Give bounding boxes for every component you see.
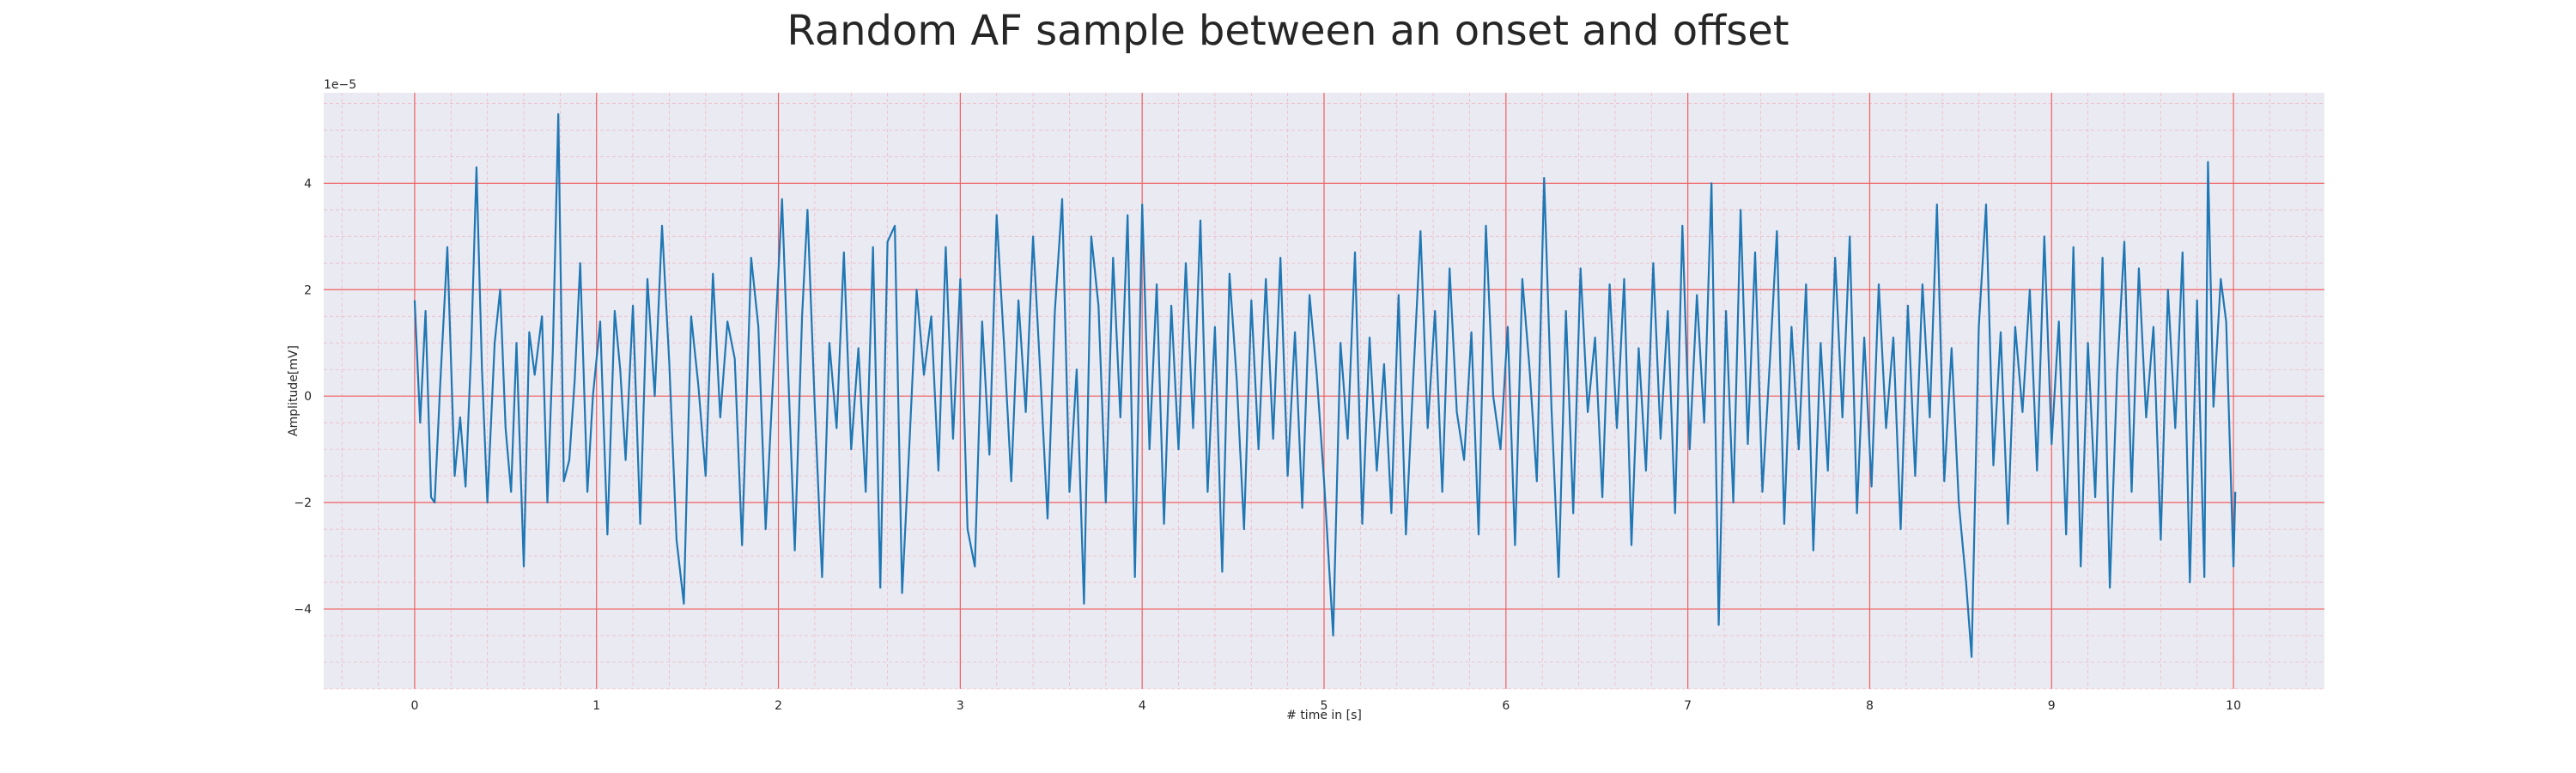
x-tick-label: 8	[1866, 699, 1874, 713]
chart-title: Random AF sample between an onset and of…	[787, 7, 1789, 55]
x-axis-label: # time in [s]	[1286, 709, 1362, 722]
x-tick-labels: 0 1 2 3 4 5 6 7 8 9 10	[410, 699, 2241, 713]
x-tick-label: 1	[592, 699, 600, 713]
y-tick-label: −4	[294, 603, 312, 617]
y-tick-label: 2	[304, 283, 312, 297]
x-tick-label: 10	[2226, 699, 2241, 713]
x-tick-label: 9	[2048, 699, 2056, 713]
x-tick-label: 2	[775, 699, 782, 713]
series-layer	[413, 113, 2237, 658]
signal-line	[413, 113, 2237, 658]
y-tick-label: 0	[304, 390, 312, 404]
y-tick-label: −2	[294, 496, 312, 510]
x-tick-label: 3	[957, 699, 964, 713]
y-tick-label: 4	[304, 177, 312, 191]
y-axis-label: Amplitude[mV]	[287, 345, 301, 436]
major-grid	[324, 93, 2324, 689]
y-offset-text: 1e−5	[324, 78, 356, 92]
x-tick-label: 6	[1502, 699, 1510, 713]
x-tick-label: 5	[1321, 699, 1328, 713]
x-tick-label: 0	[410, 699, 418, 713]
x-tick-label: 7	[1684, 699, 1692, 713]
x-tick-label: 4	[1139, 699, 1146, 713]
y-tick-labels: −4 −2 0 2 4	[294, 177, 312, 617]
